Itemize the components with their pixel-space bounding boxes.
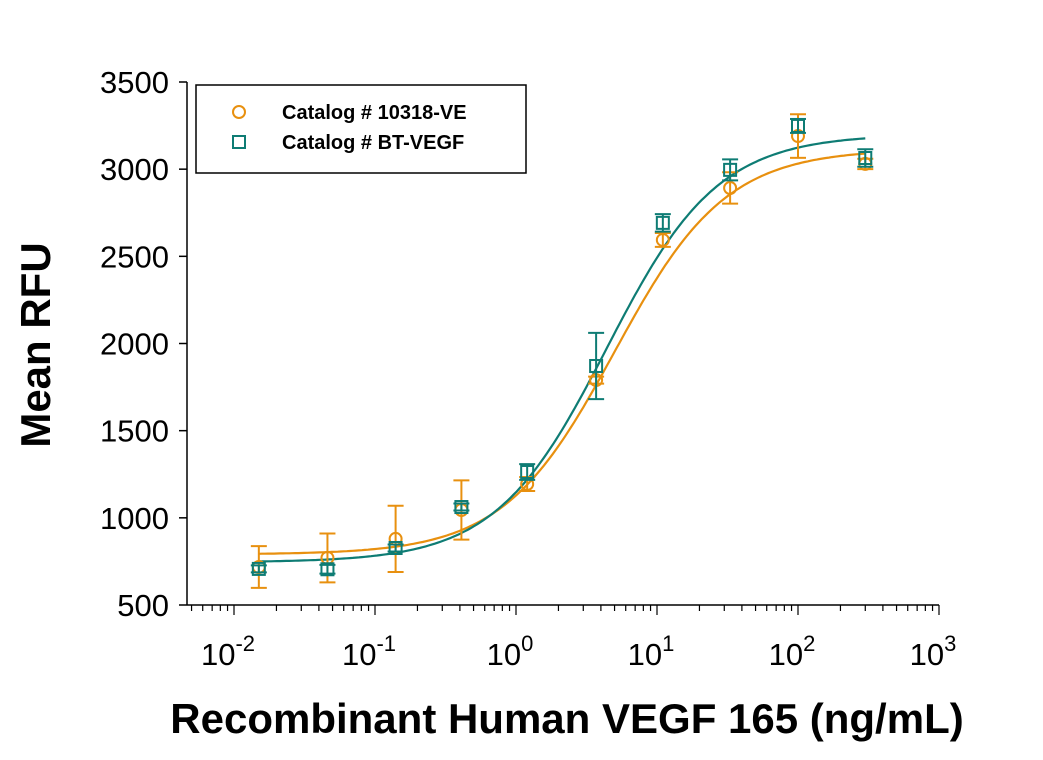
y-axis-label: Mean RFU — [12, 242, 59, 447]
data-point-square — [589, 358, 604, 373]
data-point-square — [320, 562, 335, 577]
x-tick-label: 103 — [910, 631, 957, 672]
legend-label: Catalog # BT-VEGF — [282, 132, 464, 154]
data-point-circle — [655, 232, 670, 247]
data-point-square — [655, 215, 670, 230]
data-point-circle — [723, 180, 738, 195]
x-tick-label: 102 — [769, 631, 816, 672]
y-tick-label: 1500 — [100, 414, 169, 449]
x-tick-label: 100 — [487, 631, 534, 672]
y-tick-label: 2500 — [100, 239, 169, 274]
fit-curves — [258, 137, 866, 563]
fit-curve-2 — [258, 137, 866, 563]
x-tick-label: 10-1 — [342, 631, 396, 672]
data-points — [250, 113, 874, 589]
x-tick-label: 101 — [628, 631, 675, 672]
data-point-square — [454, 500, 469, 515]
y-tick-label: 500 — [117, 588, 169, 623]
axes: 500 1000 1500 2000 2500 3000 3500 10-2 10-1 100 10… — [100, 65, 956, 672]
data-point-square — [858, 151, 873, 166]
legend-marker-circle — [232, 105, 246, 119]
legend-box — [195, 84, 527, 174]
data-point-square — [251, 561, 266, 576]
y-tick-label: 1000 — [100, 501, 169, 536]
x-axis-label: Recombinant Human VEGF 165 (ng/mL) — [170, 695, 963, 742]
y-tick-label: 3000 — [100, 152, 169, 187]
legend-label: Catalog # 10318-VE — [282, 102, 467, 124]
data-point-square — [791, 118, 805, 133]
y-tick-label: 2000 — [100, 327, 169, 362]
fit-curve-1 — [258, 152, 866, 555]
data-point-square — [723, 162, 738, 177]
x-tick-label: 10-2 — [201, 631, 255, 672]
data-point-square — [388, 540, 403, 555]
data-point-square — [520, 464, 535, 479]
legend: Catalog # 10318-VE Catalog # BT-VEGF — [195, 84, 527, 174]
y-tick-label: 3500 — [100, 65, 169, 100]
legend-marker-square — [232, 135, 246, 149]
